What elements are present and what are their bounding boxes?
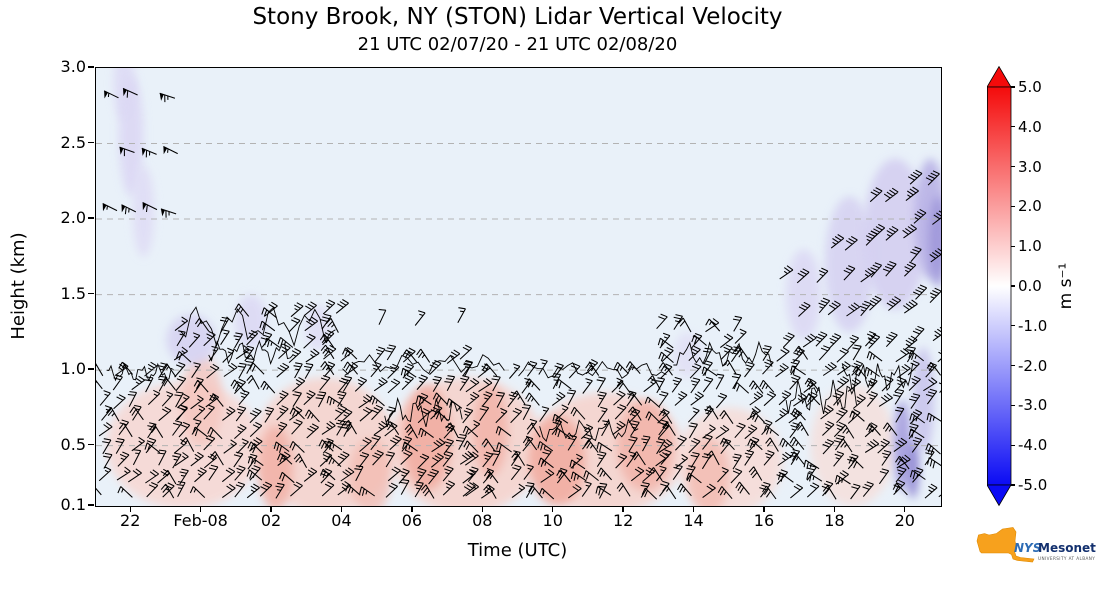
velocity-contour (180, 306, 336, 348)
x-tick-mark (481, 506, 483, 512)
colorbar-tick-mark (1011, 166, 1015, 168)
x-tick-label: 20 (894, 511, 915, 530)
wind-barb-region-boundary-layer-2 (161, 316, 250, 499)
wind-barb-region-rising-fan-4 (907, 169, 941, 342)
wind-barb-region-boundary-layer-4 (326, 344, 476, 499)
colorbar-tick-mark (1011, 484, 1015, 486)
colorbar (986, 65, 1013, 512)
y-tick-mark (88, 292, 94, 295)
logo-nys-text: NYS (1014, 541, 1041, 555)
colorbar-tick-label: 2.0 (1018, 197, 1042, 216)
x-tick-label: 04 (331, 511, 352, 530)
y-tick-label: 0.1 (60, 495, 86, 514)
chart-title: Stony Brook, NY (STON) Lidar Vertical Ve… (252, 4, 783, 30)
colorbar-tick-label: 5.0 (1018, 78, 1042, 96)
velocity-contour (539, 417, 639, 443)
colorbar-tick-label: -3.0 (1018, 396, 1048, 415)
colorbar-tick-mark (1011, 444, 1015, 446)
y-tick-label: 0.5 (60, 434, 86, 454)
colorbar-tick-label: -1.0 (1018, 316, 1048, 335)
colorbar-tick-label: 4.0 (1018, 117, 1042, 136)
chart-subtitle: 21 UTC 02/07/20 - 21 UTC 02/08/20 (357, 34, 678, 55)
nys-mesonet-logo: NYS Mesonet UNIVERSITY AT ALBANY (972, 512, 1096, 596)
wind-barb-region-boundary-layer-1 (96, 361, 190, 499)
colorbar-tick-label: -5.0 (1018, 476, 1048, 494)
x-tick-mark (411, 506, 413, 512)
y-tick-label: 3.0 (60, 57, 86, 76)
colorbar-tick-label: 3.0 (1018, 157, 1042, 176)
x-tick-mark (270, 506, 272, 512)
x-tick-mark (904, 506, 906, 512)
plot-canvas (96, 68, 941, 506)
wind-barb-region-rising-fan-3 (868, 186, 919, 351)
velocity-contour (106, 362, 174, 382)
y-tick-mark (88, 368, 94, 370)
x-tick-mark (552, 506, 554, 512)
y-tick-mark (88, 443, 94, 446)
x-tick-mark (692, 506, 695, 512)
velocity-contour (208, 339, 294, 366)
y-tick-label: 2.5 (60, 132, 86, 152)
y-tick-mark (88, 504, 94, 506)
wind-barb-region-boundary-layer-5 (462, 358, 673, 500)
colorbar-tick-mark (1011, 205, 1015, 207)
x-tick-label: 06 (401, 511, 423, 530)
x-axis-label: Time (UTC) (467, 540, 568, 561)
colorbar-tick-mark (1011, 126, 1015, 128)
x-tick-mark (622, 506, 624, 512)
x-tick-label: 14 (683, 511, 704, 530)
x-tick-label: 16 (753, 511, 775, 530)
y-axis-label: Height (km) (8, 232, 29, 340)
colorbar-tick-label: -2.0 (1018, 356, 1048, 375)
x-tick-mark (129, 506, 131, 512)
logo-university-text: UNIVERSITY AT ALBANY (1038, 556, 1095, 561)
colorbar-tick-mark (1011, 245, 1015, 247)
x-tick-label: 18 (824, 511, 845, 530)
y-tick-label: 1.5 (60, 283, 86, 303)
colorbar-tick-mark (1011, 86, 1015, 88)
colorbar-tick-label: 0.0 (1018, 277, 1042, 295)
y-tick-mark (88, 217, 94, 219)
y-tick-mark (88, 141, 94, 144)
y-tick-label: 2.0 (60, 208, 86, 228)
x-tick-label: Feb-08 (173, 511, 228, 530)
colorbar-extend-top (986, 65, 1012, 88)
colorbar-tick-mark (1011, 285, 1015, 287)
colorbar-tick-mark (1011, 325, 1015, 327)
colorbar-tick-label: 1.0 (1018, 237, 1042, 256)
velocity-contour (673, 340, 773, 367)
ny-state-shape (976, 527, 1035, 563)
colorbar-bar (987, 86, 1012, 486)
wind-barb-region-boundary-layer-7 (733, 344, 941, 500)
wind-barb-region-boundary-layer-3 (230, 299, 351, 499)
y-tick-mark (88, 66, 94, 68)
wind-barb-region-mid-sparse (378, 307, 466, 326)
logo-mesonet-text: Mesonet (1038, 541, 1096, 555)
plot-area (95, 67, 942, 507)
velocity-contour (342, 354, 505, 375)
colorbar-tick-mark (1011, 404, 1015, 406)
x-tick-mark (199, 506, 202, 512)
y-tick-label: 1.0 (60, 359, 86, 379)
colorbar-tick-mark (1011, 365, 1015, 367)
wind-barb-region-rising-fan-2 (827, 230, 878, 351)
velocity-contour (841, 362, 914, 391)
colorbar-extend-bottom (986, 484, 1012, 507)
x-tick-label: 12 (612, 511, 634, 530)
x-tick-mark (340, 506, 343, 512)
x-tick-label: 02 (260, 511, 282, 530)
x-tick-mark (763, 506, 765, 512)
nys-mesonet-logo-svg: NYS Mesonet UNIVERSITY AT ALBANY (976, 527, 1096, 563)
wind-barb-region-upper-left-jet (102, 87, 178, 218)
wind-barb-region-boundary-layer-6 (641, 313, 747, 500)
x-tick-label: 10 (542, 511, 563, 530)
x-tick-mark (833, 506, 836, 512)
x-tick-label: 22 (120, 511, 141, 530)
x-tick-label: 08 (472, 511, 493, 530)
colorbar-tick-label: -4.0 (1018, 436, 1048, 455)
wind-barb-region-rising-fan-1 (779, 265, 831, 348)
colorbar-gradient (986, 65, 1012, 507)
